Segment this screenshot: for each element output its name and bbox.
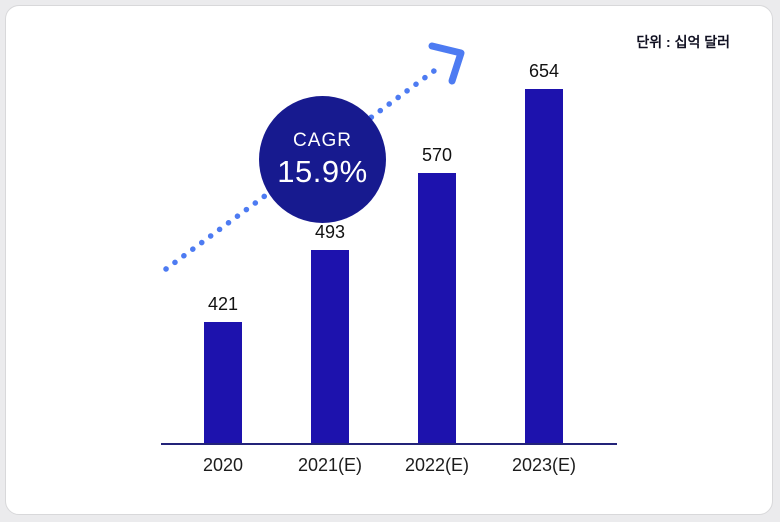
unit-label: 단위 : 십억 달러	[636, 34, 730, 50]
x-tick-label: 2021(E)	[297, 455, 363, 475]
cagr-badge: CAGR 15.9%	[259, 96, 386, 223]
x-tick-label: 2022(E)	[404, 455, 470, 475]
bar-value-label: 493	[314, 222, 346, 242]
bar	[525, 89, 563, 443]
x-tick-label: 2023(E)	[511, 455, 577, 475]
trend-arrowhead-icon	[428, 42, 465, 85]
bar-value-label: 421	[207, 294, 239, 314]
chart-card: 단위 : 십억 달러 CAGR 15.9% 421 2020 493 2021(E) 5…	[5, 5, 773, 515]
cagr-value: 15.9%	[277, 153, 368, 189]
bar-chart: 421 2020 493 2021(E) 570 2022(E) 654 2023(E)	[6, 6, 774, 516]
cagr-label: CAGR	[293, 129, 352, 151]
x-tick-label: 2020	[202, 455, 244, 475]
trend-arrow	[163, 42, 465, 272]
bar	[311, 250, 349, 443]
bar-value-label: 654	[528, 61, 560, 81]
bar	[204, 322, 242, 443]
x-axis-line	[161, 443, 617, 445]
bar	[418, 173, 456, 443]
bar-value-label: 570	[421, 145, 453, 165]
